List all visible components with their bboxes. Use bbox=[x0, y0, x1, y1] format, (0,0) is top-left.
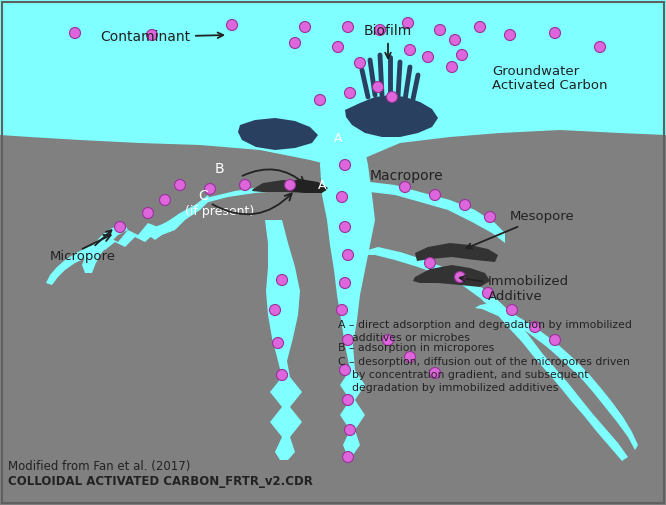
Circle shape bbox=[204, 183, 216, 194]
Circle shape bbox=[505, 29, 515, 40]
Circle shape bbox=[340, 160, 350, 171]
Polygon shape bbox=[366, 247, 628, 461]
Circle shape bbox=[340, 365, 350, 376]
Circle shape bbox=[276, 370, 288, 380]
Polygon shape bbox=[415, 243, 498, 262]
Polygon shape bbox=[285, 179, 328, 193]
Circle shape bbox=[450, 34, 460, 45]
Polygon shape bbox=[252, 180, 326, 193]
Circle shape bbox=[354, 58, 366, 69]
Polygon shape bbox=[265, 220, 302, 460]
Text: Immobilized
Additive: Immobilized Additive bbox=[460, 275, 569, 303]
Circle shape bbox=[454, 272, 466, 282]
Circle shape bbox=[336, 305, 348, 316]
Circle shape bbox=[374, 25, 386, 35]
Circle shape bbox=[270, 305, 280, 316]
Circle shape bbox=[424, 258, 436, 269]
Text: Biofilm: Biofilm bbox=[364, 24, 412, 58]
Circle shape bbox=[434, 25, 446, 35]
Text: Modified from Fan et al. (2017): Modified from Fan et al. (2017) bbox=[8, 460, 190, 473]
Polygon shape bbox=[345, 95, 438, 137]
Circle shape bbox=[507, 305, 517, 316]
Text: Groundwater: Groundwater bbox=[492, 65, 579, 78]
Circle shape bbox=[456, 49, 468, 61]
Polygon shape bbox=[362, 182, 505, 243]
Circle shape bbox=[549, 27, 561, 38]
Text: COLLOIDAL ACTIVATED CARBON_FRTR_v2.CDR: COLLOIDAL ACTIVATED CARBON_FRTR_v2.CDR bbox=[8, 475, 313, 488]
Circle shape bbox=[147, 29, 157, 40]
Text: A – direct adsorption and degradation by immobilized
    additives or microbes: A – direct adsorption and degradation by… bbox=[338, 320, 632, 343]
Circle shape bbox=[115, 222, 125, 232]
Circle shape bbox=[404, 44, 416, 56]
Polygon shape bbox=[475, 303, 638, 450]
Circle shape bbox=[430, 189, 440, 200]
Circle shape bbox=[342, 451, 354, 463]
Circle shape bbox=[300, 22, 310, 32]
Text: C – desorption, diffusion out of the micropores driven
    by concentration grad: C – desorption, diffusion out of the mic… bbox=[338, 357, 630, 393]
Polygon shape bbox=[98, 185, 322, 250]
Circle shape bbox=[332, 41, 344, 53]
Text: B: B bbox=[215, 162, 224, 176]
Polygon shape bbox=[148, 195, 210, 240]
Text: (if present): (if present) bbox=[185, 205, 254, 218]
Circle shape bbox=[174, 179, 186, 190]
Circle shape bbox=[336, 191, 348, 203]
Circle shape bbox=[342, 334, 354, 345]
Circle shape bbox=[386, 91, 398, 103]
Text: A: A bbox=[334, 132, 342, 145]
Circle shape bbox=[402, 18, 414, 28]
Circle shape bbox=[595, 41, 605, 53]
Circle shape bbox=[422, 52, 434, 63]
Circle shape bbox=[272, 337, 284, 348]
Text: Activated Carbon: Activated Carbon bbox=[492, 79, 607, 92]
Circle shape bbox=[69, 27, 81, 38]
Polygon shape bbox=[320, 135, 375, 455]
Circle shape bbox=[342, 394, 354, 406]
Circle shape bbox=[276, 275, 288, 285]
Text: C: C bbox=[198, 189, 208, 203]
Circle shape bbox=[484, 212, 496, 223]
Circle shape bbox=[529, 322, 541, 332]
Polygon shape bbox=[413, 265, 490, 287]
Circle shape bbox=[446, 62, 458, 73]
FancyArrowPatch shape bbox=[242, 169, 304, 184]
FancyArrowPatch shape bbox=[83, 235, 111, 249]
Polygon shape bbox=[46, 243, 100, 285]
FancyArrowPatch shape bbox=[212, 193, 292, 214]
Circle shape bbox=[342, 22, 354, 32]
Circle shape bbox=[404, 351, 416, 363]
Text: Contaminant: Contaminant bbox=[100, 30, 223, 44]
Polygon shape bbox=[238, 118, 318, 150]
Circle shape bbox=[382, 334, 394, 345]
Circle shape bbox=[340, 278, 350, 288]
Circle shape bbox=[159, 194, 170, 206]
Circle shape bbox=[143, 208, 153, 219]
Circle shape bbox=[226, 20, 238, 30]
Text: Micropore: Micropore bbox=[50, 230, 116, 263]
Circle shape bbox=[430, 368, 440, 379]
Polygon shape bbox=[82, 225, 128, 273]
Circle shape bbox=[284, 179, 296, 190]
Circle shape bbox=[240, 179, 250, 190]
Circle shape bbox=[344, 87, 356, 98]
Circle shape bbox=[342, 249, 354, 261]
Circle shape bbox=[372, 81, 384, 92]
Circle shape bbox=[474, 22, 486, 32]
Circle shape bbox=[344, 425, 356, 435]
Text: B – adsorption in micropores: B – adsorption in micropores bbox=[338, 343, 494, 353]
Circle shape bbox=[549, 334, 561, 345]
Circle shape bbox=[314, 94, 326, 106]
Circle shape bbox=[290, 37, 300, 48]
Text: A: A bbox=[318, 179, 326, 192]
Text: Macropore: Macropore bbox=[370, 169, 444, 183]
Polygon shape bbox=[0, 0, 666, 165]
Circle shape bbox=[482, 287, 494, 298]
Circle shape bbox=[340, 222, 350, 232]
Text: Mesopore: Mesopore bbox=[466, 210, 575, 248]
Circle shape bbox=[400, 181, 410, 192]
Circle shape bbox=[460, 199, 470, 211]
